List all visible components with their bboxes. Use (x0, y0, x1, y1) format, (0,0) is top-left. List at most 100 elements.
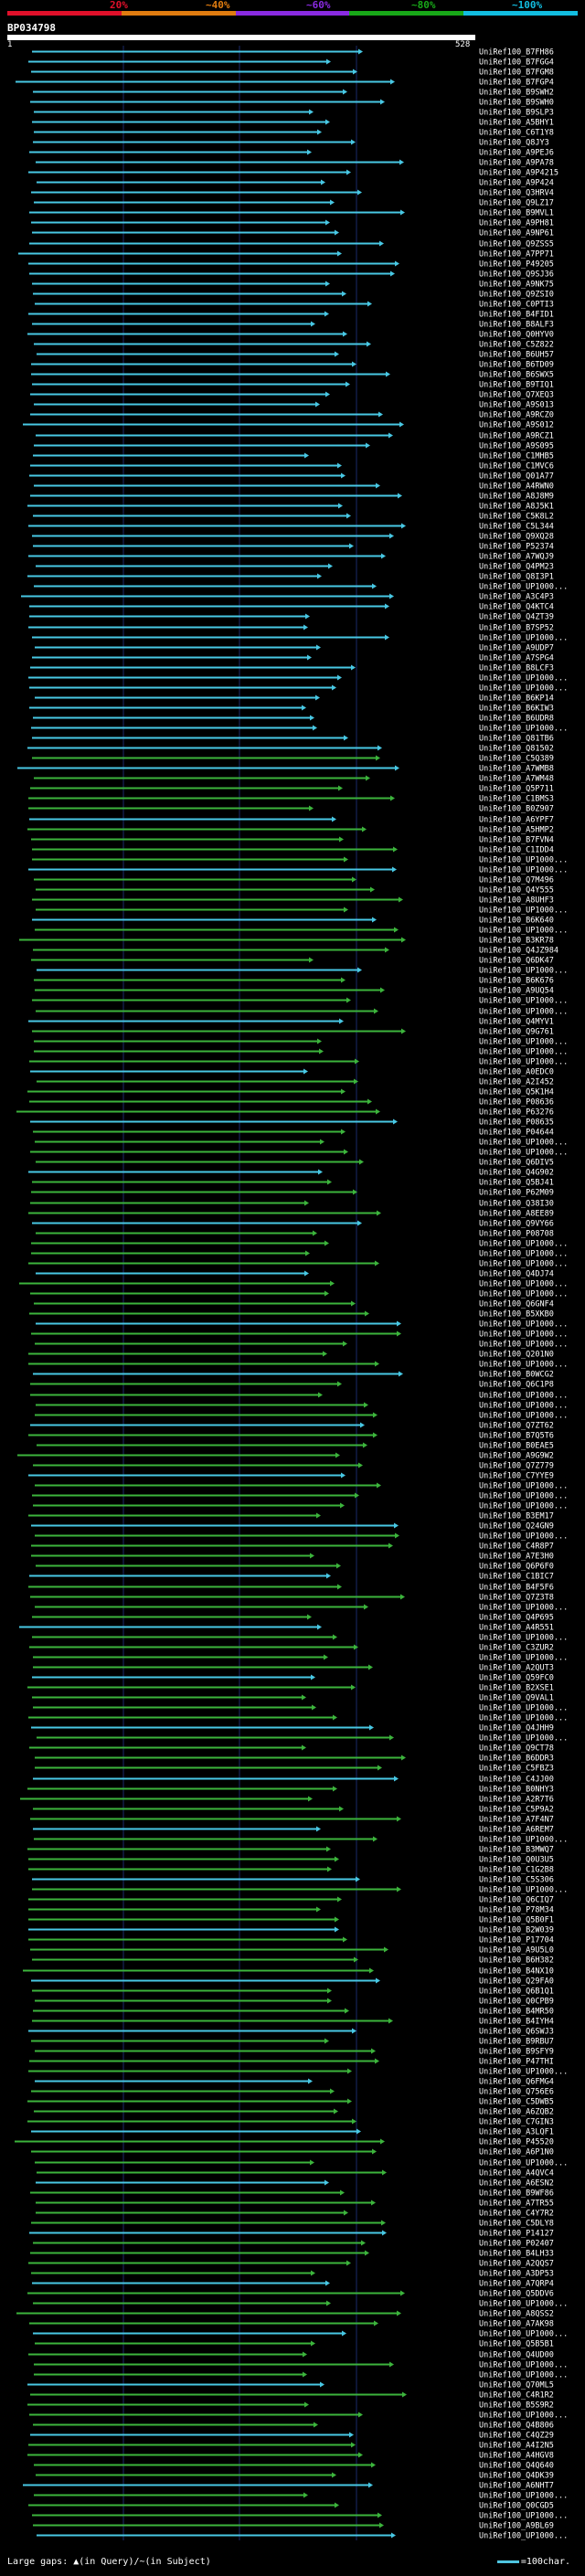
hit-label[interactable]: UniRef100_A3LQF1 (479, 2128, 554, 2137)
hit-label[interactable]: UniRef100_UP1000... (479, 1412, 568, 1421)
hit-label[interactable]: UniRef100_B6DDR3 (479, 1754, 554, 1764)
hit-label[interactable]: UniRef100_UP1000... (479, 1280, 568, 1289)
hit-label[interactable]: UniRef100_UP1000... (479, 1361, 568, 1370)
hit-label[interactable]: UniRef100_A3C4P3 (479, 593, 554, 602)
hit-label[interactable]: UniRef100_UP1000... (479, 1341, 568, 1350)
hit-label[interactable]: UniRef100_C0PTI3 (479, 301, 554, 310)
hit-label[interactable]: UniRef100_UP1000... (479, 967, 568, 976)
hit-label[interactable]: UniRef100_P62M09 (479, 1189, 554, 1198)
hit-label[interactable]: UniRef100_Q70ML5 (479, 2381, 554, 2390)
hit-label[interactable]: UniRef100_Q5P711 (479, 785, 554, 794)
hit-label[interactable]: UniRef100_B2XSE1 (479, 1684, 554, 1693)
hit-label[interactable]: UniRef100_Q5B5B1 (479, 2340, 554, 2349)
hit-label[interactable]: UniRef100_Q01A77 (479, 472, 554, 482)
hit-label[interactable]: UniRef100_Q7M496 (479, 876, 554, 885)
hit-label[interactable]: UniRef100_B7FGP4 (479, 79, 554, 88)
hit-label[interactable]: UniRef100_C5P9A2 (479, 1806, 554, 1815)
hit-label[interactable]: UniRef100_B7FH86 (479, 48, 554, 58)
hit-label[interactable]: UniRef100_P52374 (479, 543, 554, 552)
hit-label[interactable]: UniRef100_C7YYE9 (479, 1472, 554, 1481)
hit-label[interactable]: UniRef100_Q6CIQ7 (479, 1896, 554, 1905)
hit-label[interactable]: UniRef100_A2QUT3 (479, 1664, 554, 1673)
hit-label[interactable]: UniRef100_Q6P6F0 (479, 1563, 554, 1572)
hit-label[interactable]: UniRef100_C4R8P7 (479, 1542, 554, 1552)
hit-label[interactable]: UniRef100_Q0CGD5 (479, 2502, 554, 2511)
hit-label[interactable]: UniRef100_B4FID1 (479, 311, 554, 320)
hit-label[interactable]: UniRef100_UP1000... (479, 2361, 568, 2370)
hit-label[interactable]: UniRef100_Q0HYV0 (479, 331, 554, 340)
hit-label[interactable]: UniRef100_UP1000... (479, 1330, 568, 1340)
hit-label[interactable]: UniRef100_UP1000... (479, 2330, 568, 2339)
hit-label[interactable]: UniRef100_Q4DK39 (479, 2472, 554, 2481)
hit-label[interactable]: UniRef100_B0WCG2 (479, 1371, 554, 1380)
hit-label[interactable]: UniRef100_Q4Q640 (479, 2462, 554, 2471)
hit-label[interactable]: UniRef100_A7TR55 (479, 2200, 554, 2209)
hit-label[interactable]: UniRef100_UP1000... (479, 2371, 568, 2380)
hit-label[interactable]: UniRef100_Q5K1H4 (479, 1088, 554, 1097)
hit-label[interactable]: UniRef100_A7WQJ9 (479, 553, 554, 562)
hit-label[interactable]: UniRef100_Q6DIV5 (479, 1159, 554, 1168)
hit-label[interactable]: UniRef100_C1BIC7 (479, 1573, 554, 1582)
hit-label[interactable]: UniRef100_C1BMS3 (479, 795, 554, 804)
hit-label[interactable]: UniRef100_A8J5K1 (479, 503, 554, 512)
hit-label[interactable]: UniRef100_Q201N0 (479, 1351, 554, 1360)
hit-label[interactable]: UniRef100_UP1000... (479, 1240, 568, 1249)
hit-label[interactable]: UniRef100_UP1000... (479, 856, 568, 865)
hit-label[interactable]: UniRef100_A9P4215 (479, 169, 558, 178)
hit-label[interactable]: UniRef100_Q6SWJ3 (479, 2028, 554, 2037)
hit-label[interactable]: UniRef100_A6REM7 (479, 1826, 554, 1835)
hit-label[interactable]: UniRef100_B3KR78 (479, 937, 554, 946)
hit-label[interactable]: UniRef100_A9UQ54 (479, 987, 554, 996)
hit-label[interactable]: UniRef100_Q4DJ74 (479, 1270, 554, 1279)
hit-label[interactable]: UniRef100_Q24GN9 (479, 1522, 554, 1532)
hit-label[interactable]: UniRef100_UP1000... (479, 1008, 568, 1017)
hit-label[interactable]: UniRef100_B6SWX5 (479, 371, 554, 380)
hit-label[interactable]: UniRef100_A7WM48 (479, 775, 554, 784)
hit-label[interactable]: UniRef100_UP1000... (479, 1654, 568, 1663)
hit-label[interactable]: UniRef100_A9S012 (479, 421, 554, 430)
hit-label[interactable]: UniRef100_B2W039 (479, 1926, 554, 1935)
hit-label[interactable]: UniRef100_UP1000... (479, 1492, 568, 1501)
hit-label[interactable]: UniRef100_B3MWQ7 (479, 1846, 554, 1855)
hit-label[interactable]: UniRef100_A7SPG4 (479, 654, 554, 663)
hit-label[interactable]: UniRef100_Q9CT78 (479, 1744, 554, 1754)
hit-label[interactable]: UniRef100_Q9SJ36 (479, 270, 554, 280)
hit-label[interactable]: UniRef100_Q6FMG4 (479, 2078, 554, 2087)
hit-label[interactable]: UniRef100_UP1000... (479, 1886, 568, 1895)
hit-label[interactable]: UniRef100_Q6GNF4 (479, 1300, 554, 1309)
hit-label[interactable]: UniRef100_B4F5F6 (479, 1584, 554, 1593)
hit-label[interactable]: UniRef100_Q4P695 (479, 1614, 554, 1623)
hit-label[interactable]: UniRef100_P63276 (479, 1108, 554, 1118)
hit-label[interactable]: UniRef100_A6P1N0 (479, 2148, 554, 2157)
hit-label[interactable]: UniRef100_A8UHF3 (479, 896, 554, 906)
hit-label[interactable]: UniRef100_UP1000... (479, 634, 568, 643)
hit-label[interactable]: UniRef100_Q4KTC4 (479, 603, 554, 612)
hit-label[interactable]: UniRef100_B9WF86 (479, 2189, 554, 2199)
hit-label[interactable]: UniRef100_UP1000... (479, 1290, 568, 1299)
hit-label[interactable]: UniRef100_B4MR50 (479, 2008, 554, 2017)
hit-label[interactable]: UniRef100_Q81TB6 (479, 735, 554, 744)
hit-label[interactable]: UniRef100_C1G2B8 (479, 1866, 554, 1875)
hit-label[interactable]: UniRef100_Q756E6 (479, 2088, 554, 2097)
hit-label[interactable]: UniRef100_C4R1R2 (479, 2391, 554, 2401)
hit-label[interactable]: UniRef100_B0NHY3 (479, 1786, 554, 1795)
hit-label[interactable]: UniRef100_Q9G761 (479, 1028, 554, 1037)
hit-label[interactable]: UniRef100_A6ESN2 (479, 2179, 554, 2189)
hit-label[interactable]: UniRef100_A0EDC0 (479, 1068, 554, 1077)
hit-label[interactable]: UniRef100_A9NK75 (479, 281, 554, 290)
hit-label[interactable]: UniRef100_Q7ZT62 (479, 1422, 554, 1431)
hit-label[interactable]: UniRef100_B4LH33 (479, 2250, 554, 2259)
hit-label[interactable]: UniRef100_C5Q389 (479, 755, 554, 764)
hit-label[interactable]: UniRef100_UP1000... (479, 725, 568, 734)
hit-label[interactable]: UniRef100_UP1000... (479, 1734, 568, 1744)
hit-label[interactable]: UniRef100_Q0U3U5 (479, 1856, 554, 1865)
hit-label[interactable]: UniRef100_Q4JHH9 (479, 1724, 554, 1733)
hit-label[interactable]: UniRef100_UP1000... (479, 1392, 568, 1401)
hit-label[interactable]: UniRef100_Q4PM23 (479, 563, 554, 572)
hit-label[interactable]: UniRef100_Q8JY3 (479, 139, 549, 148)
hit-label[interactable]: UniRef100_C5L344 (479, 523, 554, 532)
hit-label[interactable]: UniRef100_A2I452 (479, 1078, 554, 1087)
hit-label[interactable]: UniRef100_UP1000... (479, 2512, 568, 2521)
hit-label[interactable]: UniRef100_UP1000... (479, 1149, 568, 1158)
hit-label[interactable]: UniRef100_B4NX10 (479, 1967, 554, 1977)
